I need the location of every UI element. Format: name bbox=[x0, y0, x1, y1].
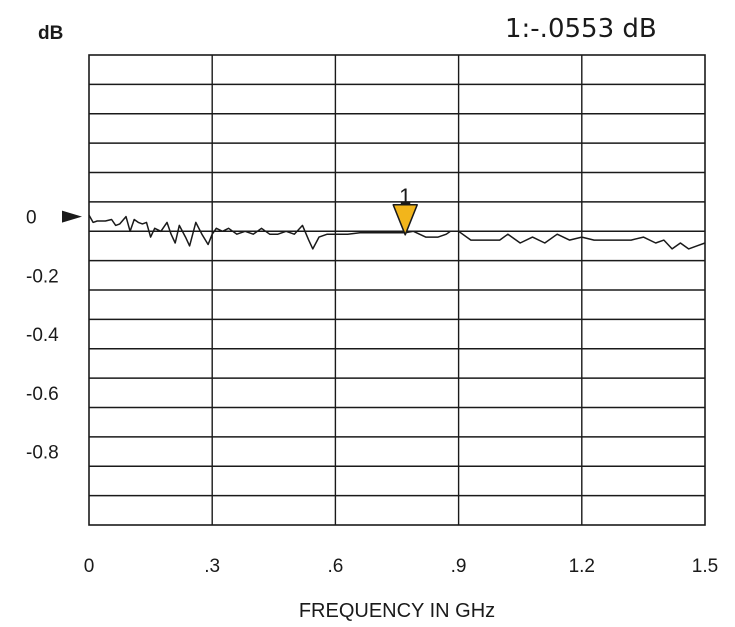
y-tick-label: -0.4 bbox=[26, 325, 59, 346]
x-axis-label: FREQUENCY IN GHz bbox=[299, 600, 495, 622]
x-tick-label: .9 bbox=[451, 556, 467, 577]
y-tick-labels: 0 -0.2 -0.4 -0.6 -0.8 bbox=[26, 208, 59, 464]
y-tick-label: -0.8 bbox=[26, 443, 59, 464]
plot-grid bbox=[88, 54, 706, 526]
trace-line bbox=[88, 214, 706, 250]
reference-level-arrow bbox=[62, 210, 82, 223]
y-axis-label: dB bbox=[38, 23, 63, 44]
x-tick-label: .6 bbox=[327, 556, 343, 577]
marker-readout: 1:-.0553 dB bbox=[505, 14, 657, 44]
reference-arrow-icon bbox=[62, 210, 82, 223]
y-tick-label: 0 bbox=[26, 208, 37, 229]
x-tick-label: 0 bbox=[84, 556, 95, 577]
x-tick-labels: 0 .3 .6 .9 1.2 1.5 bbox=[84, 556, 719, 577]
marker-1[interactable]: 1 bbox=[392, 184, 418, 236]
x-tick-label: 1.2 bbox=[569, 556, 595, 577]
marker-triangle-icon bbox=[392, 204, 418, 236]
trace bbox=[88, 214, 706, 250]
y-tick-label: -0.6 bbox=[26, 384, 59, 405]
x-tick-label: 1.5 bbox=[692, 556, 718, 577]
x-tick-label: .3 bbox=[204, 556, 220, 577]
y-tick-label: -0.2 bbox=[26, 266, 59, 287]
marker-number: 1 bbox=[399, 184, 411, 209]
